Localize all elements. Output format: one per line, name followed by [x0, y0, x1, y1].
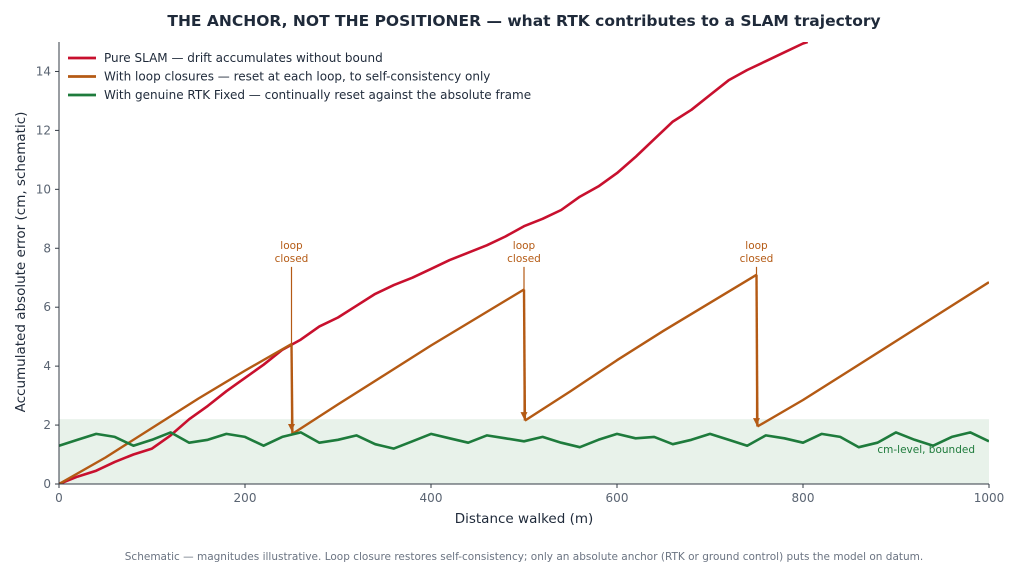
series-1-line: [59, 42, 809, 484]
loop-annotation-2-line2: closed: [507, 253, 541, 265]
x-tick-label: 1000: [974, 491, 1005, 505]
series-2-segment-3: [291, 288, 525, 435]
band-label: cm-level, bounded: [877, 444, 975, 456]
y-tick-label: 2: [43, 418, 51, 432]
footnote: Schematic — magnitudes illustrative. Loo…: [125, 551, 923, 563]
loop-annotation-3-line1: loop: [745, 240, 768, 252]
series-2-segment-5: [524, 273, 758, 422]
series-3-line: [59, 431, 989, 450]
y-axis-label: Accumulated absolute error (cm, schemati…: [13, 112, 29, 413]
y-tick-label: 10: [36, 182, 51, 196]
bounded-band: [59, 419, 989, 484]
x-tick-label: 200: [234, 491, 257, 505]
series-2-segment-7: [756, 281, 989, 428]
x-tick-label: 800: [792, 491, 815, 505]
legend-label-3: With genuine RTK Fixed — continually res…: [104, 88, 531, 102]
y-tick-label: 12: [36, 123, 51, 137]
y-tick-label: 14: [36, 64, 51, 78]
series-2-segment-1: [59, 342, 293, 484]
legend: Pure SLAM — drift accumulates without bo…: [68, 51, 531, 102]
x-tick-label: 600: [606, 491, 629, 505]
x-axis-label: Distance walked (m): [455, 511, 594, 527]
x-tick-label: 0: [55, 491, 63, 505]
y-tick-label: 4: [43, 359, 51, 373]
y-tick-label: 6: [43, 300, 51, 314]
loop-annotation-3-arrowhead: [753, 418, 760, 426]
loop-annotation-1-line1: loop: [280, 240, 303, 252]
x-tick-label: 400: [420, 491, 443, 505]
chart-title: THE ANCHOR, NOT THE POSITIONER — what RT…: [167, 12, 880, 30]
legend-label-2: With loop closures — reset at each loop,…: [104, 70, 490, 84]
plot-area: cm-level, boundedloopclosedloopclosedloo…: [36, 42, 1005, 505]
loop-annotation-3-line2: closed: [740, 253, 774, 265]
loop-annotation-2-line1: loop: [513, 240, 536, 252]
loop-annotation-1-line2: closed: [275, 253, 309, 265]
series-group: [59, 42, 989, 484]
loop-annotation-2-arrowhead: [520, 412, 528, 420]
legend-label-1: Pure SLAM — drift accumulates without bo…: [104, 51, 383, 65]
y-tick-label: 0: [43, 477, 51, 491]
y-tick-label: 8: [43, 241, 51, 255]
loop-annotation-1-arrowhead: [288, 423, 295, 431]
